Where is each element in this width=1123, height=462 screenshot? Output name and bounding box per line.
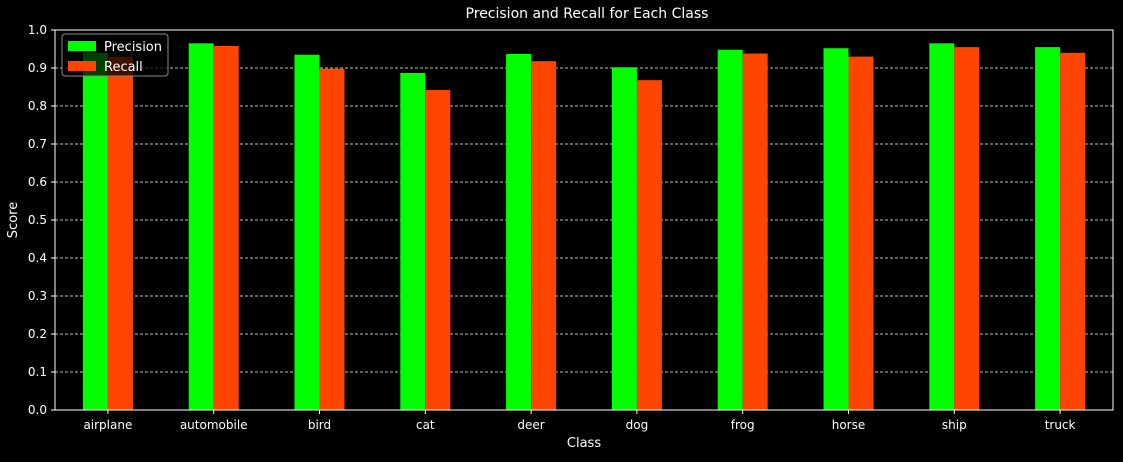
bar-recall-ship xyxy=(954,47,980,410)
bar-precision-cat xyxy=(400,72,426,410)
bar-recall-cat xyxy=(425,90,451,410)
y-tick-label: 0.0 xyxy=(28,403,47,417)
y-tick-label: 1.0 xyxy=(28,23,47,37)
x-tick-label: deer xyxy=(517,418,544,432)
x-tick-label: ship xyxy=(942,418,967,432)
legend-label: Recall xyxy=(104,60,143,75)
bar-precision-frog xyxy=(717,49,743,410)
bar-precision-dog xyxy=(611,67,637,411)
x-tick-label: truck xyxy=(1045,418,1076,432)
y-tick-label: 0.5 xyxy=(28,213,47,227)
bar-recall-horse xyxy=(848,56,874,410)
x-tick-label: cat xyxy=(416,418,435,432)
bar-recall-dog xyxy=(636,80,662,410)
x-tick-label: frog xyxy=(731,418,755,432)
bar-precision-automobile xyxy=(188,43,214,411)
x-tick-label: horse xyxy=(832,418,866,432)
bar-precision-truck xyxy=(1035,47,1061,410)
chart-title: Precision and Recall for Each Class xyxy=(466,6,709,22)
tick-labels: 0.0 0.1 0.2 0.3 0.4 0.5 0.6 0.7 0.8 0.9 1.0 airplan… xyxy=(28,23,1076,432)
axes xyxy=(51,29,1114,414)
y-tick-label: 0.3 xyxy=(28,289,47,303)
legend: Precision Recall xyxy=(61,33,169,77)
bars xyxy=(82,43,1086,411)
bar-precision-airplane xyxy=(82,52,108,411)
x-tick-label: automobile xyxy=(180,418,248,432)
y-axis-label: Score xyxy=(6,202,21,238)
bar-precision-bird xyxy=(294,54,320,410)
bar-recall-bird xyxy=(319,68,345,410)
bar-recall-frog xyxy=(742,53,768,411)
y-tick-label: 0.4 xyxy=(28,251,47,265)
y-tick-label: 0.2 xyxy=(28,327,47,341)
x-tick-label: bird xyxy=(308,418,331,432)
x-tick-label: dog xyxy=(626,418,649,432)
y-tick-label: 0.8 xyxy=(28,99,47,113)
bar-recall-automobile xyxy=(213,45,239,411)
legend-label: Precision xyxy=(104,40,162,55)
y-tick-label: 0.1 xyxy=(28,365,47,379)
bar-precision-ship xyxy=(929,43,955,411)
bar-precision-horse xyxy=(823,48,849,411)
plot-frame xyxy=(54,29,1114,411)
x-axis-label: Class xyxy=(567,436,601,451)
x-tick-label: airplane xyxy=(83,418,132,432)
legend-swatch xyxy=(68,41,96,51)
bar-recall-deer xyxy=(531,61,557,410)
y-tick-label: 0.9 xyxy=(28,61,47,75)
legend-swatch xyxy=(68,61,96,71)
y-tick-label: 0.7 xyxy=(28,137,47,151)
bar-recall-truck xyxy=(1060,52,1086,411)
bar-precision-deer xyxy=(506,53,532,410)
y-tick-label: 0.6 xyxy=(28,175,47,189)
bar-recall-airplane xyxy=(107,56,133,410)
